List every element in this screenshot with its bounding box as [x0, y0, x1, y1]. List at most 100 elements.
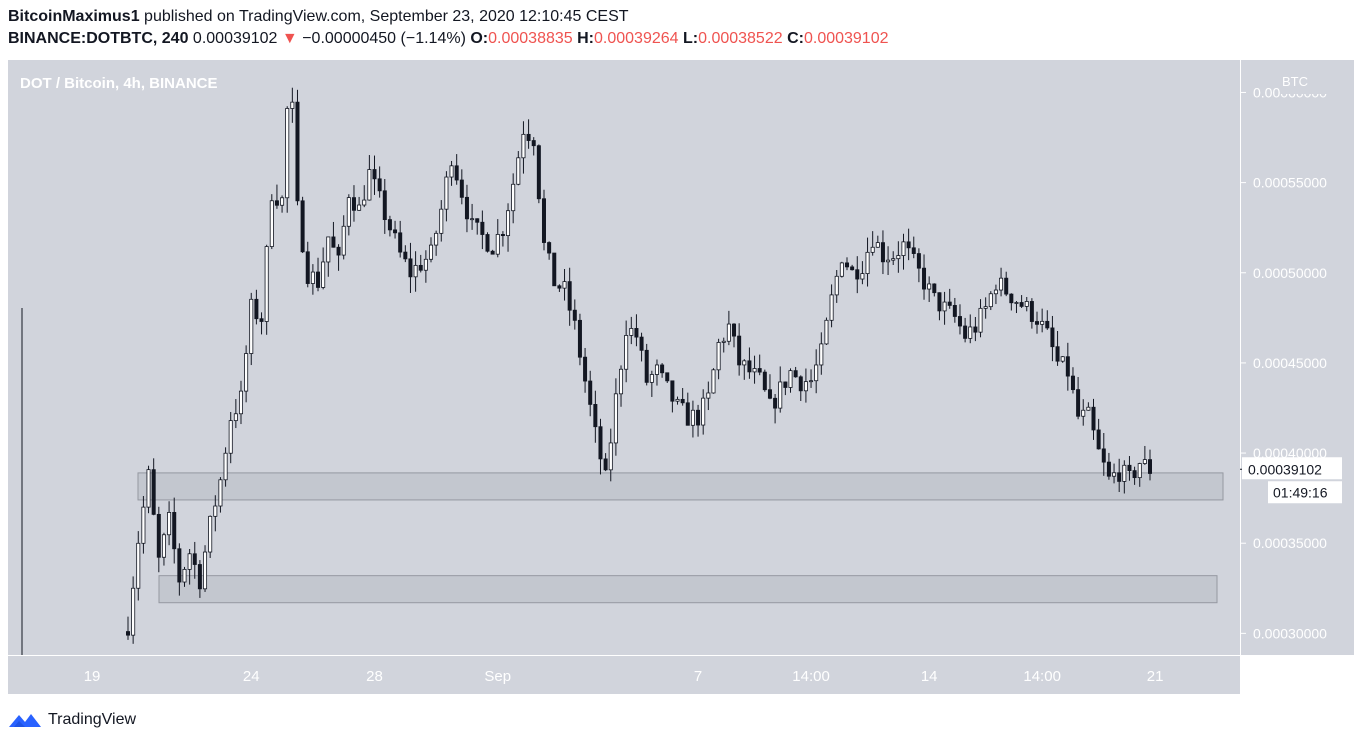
candle[interactable]: [516, 151, 521, 186]
candle[interactable]: [161, 532, 166, 566]
candle[interactable]: [1091, 398, 1096, 440]
candle[interactable]: [495, 219, 500, 258]
candle[interactable]: [464, 184, 469, 233]
candle[interactable]: [901, 233, 906, 270]
candle[interactable]: [932, 283, 937, 297]
candle[interactable]: [362, 185, 367, 208]
candle[interactable]: [644, 343, 649, 386]
candle[interactable]: [485, 232, 490, 253]
candle[interactable]: [624, 320, 629, 383]
candle[interactable]: [1055, 331, 1060, 366]
candle[interactable]: [742, 359, 747, 380]
candle[interactable]: [993, 284, 998, 305]
candle[interactable]: [629, 316, 634, 345]
candle[interactable]: [418, 254, 423, 273]
candlestick-chart[interactable]: 0.00030000 0.00035000 0.00040000 0.00045000…: [8, 60, 1354, 694]
candle[interactable]: [906, 228, 911, 261]
candle[interactable]: [886, 246, 891, 276]
candle[interactable]: [1019, 295, 1024, 309]
footer-brand[interactable]: TradingView: [48, 711, 137, 728]
candle[interactable]: [721, 337, 726, 353]
candle[interactable]: [824, 317, 829, 345]
candle[interactable]: [660, 363, 665, 378]
candle[interactable]: [382, 178, 387, 234]
candle[interactable]: [819, 332, 824, 375]
candle[interactable]: [500, 231, 505, 247]
candle[interactable]: [773, 394, 778, 424]
candle[interactable]: [300, 196, 305, 254]
candle[interactable]: [126, 616, 131, 640]
candle[interactable]: [577, 313, 582, 366]
candle[interactable]: [1035, 311, 1040, 334]
candle[interactable]: [310, 264, 315, 295]
candle[interactable]: [1045, 310, 1050, 330]
candle[interactable]: [264, 244, 269, 335]
candle[interactable]: [1122, 460, 1127, 494]
candle[interactable]: [1117, 458, 1122, 493]
candle[interactable]: [732, 323, 737, 348]
candle[interactable]: [690, 400, 695, 438]
candle[interactable]: [572, 299, 577, 330]
candle[interactable]: [357, 196, 362, 211]
candle[interactable]: [238, 380, 243, 425]
candle[interactable]: [583, 347, 588, 393]
candle[interactable]: [865, 237, 870, 287]
candle[interactable]: [767, 374, 772, 400]
candle[interactable]: [911, 236, 916, 259]
candle[interactable]: [916, 248, 921, 283]
candle[interactable]: [434, 230, 439, 256]
candle[interactable]: [336, 244, 341, 271]
candle[interactable]: [1060, 356, 1065, 363]
candle[interactable]: [839, 261, 844, 278]
candle[interactable]: [393, 220, 398, 239]
candle[interactable]: [531, 137, 536, 156]
candle[interactable]: [665, 372, 670, 383]
candle[interactable]: [136, 531, 141, 601]
candle[interactable]: [1137, 462, 1142, 487]
candle[interactable]: [619, 365, 624, 407]
candle[interactable]: [957, 304, 962, 335]
candle[interactable]: [454, 154, 459, 185]
candle[interactable]: [927, 276, 932, 302]
candle[interactable]: [208, 515, 213, 558]
support-zone[interactable]: [158, 575, 1218, 604]
candle[interactable]: [387, 215, 392, 237]
candle[interactable]: [634, 314, 639, 347]
candle[interactable]: [223, 447, 228, 487]
candle[interactable]: [567, 267, 572, 326]
candle[interactable]: [562, 268, 567, 301]
candle[interactable]: [860, 261, 865, 285]
candle[interactable]: [978, 299, 983, 338]
candle[interactable]: [983, 297, 988, 319]
candle[interactable]: [1127, 456, 1132, 481]
candle[interactable]: [855, 256, 860, 294]
candle[interactable]: [793, 366, 798, 378]
candle[interactable]: [151, 458, 156, 516]
candle[interactable]: [326, 236, 331, 277]
candle[interactable]: [942, 291, 947, 325]
candle[interactable]: [1050, 315, 1055, 362]
candle[interactable]: [762, 369, 767, 392]
candle[interactable]: [608, 428, 613, 482]
candle[interactable]: [167, 501, 172, 546]
candle[interactable]: [593, 390, 598, 443]
candle[interactable]: [490, 249, 495, 255]
candle[interactable]: [1076, 377, 1081, 420]
candle[interactable]: [316, 257, 321, 292]
candle[interactable]: [403, 245, 408, 263]
candle[interactable]: [341, 215, 346, 260]
candle[interactable]: [274, 184, 279, 209]
candle[interactable]: [351, 185, 356, 222]
candle[interactable]: [290, 87, 295, 123]
candle[interactable]: [305, 241, 310, 288]
candle[interactable]: [408, 242, 413, 293]
candle[interactable]: [988, 291, 993, 311]
candle[interactable]: [803, 368, 808, 403]
candle[interactable]: [922, 254, 927, 300]
candle[interactable]: [1106, 452, 1111, 480]
candle[interactable]: [1065, 342, 1070, 391]
candle[interactable]: [526, 119, 531, 149]
candle[interactable]: [269, 194, 274, 250]
candle[interactable]: [233, 399, 238, 429]
candle[interactable]: [213, 495, 218, 532]
